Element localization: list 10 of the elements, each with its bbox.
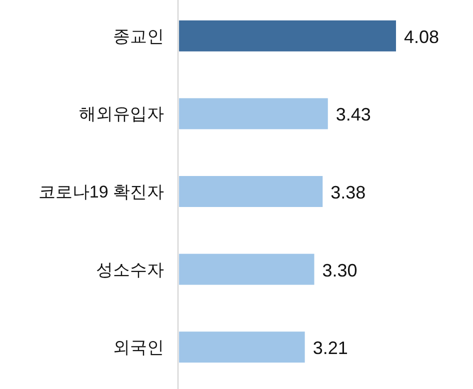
y-tick-label: 종교인 (113, 26, 164, 46)
data-label: 3.30 (322, 260, 358, 280)
data-label: 3.38 (330, 182, 366, 202)
y-tick-label: 외국인 (113, 338, 164, 358)
data-label: 3.43 (336, 104, 371, 125)
y-tick-label: 성소수자 (96, 260, 164, 280)
data-label: 3.21 (312, 338, 348, 358)
y-tick-label: 해외유입자 (79, 104, 164, 124)
y-tick-label: 코로나19 확진자 (38, 182, 164, 202)
data-label: 4.08 (404, 26, 440, 47)
